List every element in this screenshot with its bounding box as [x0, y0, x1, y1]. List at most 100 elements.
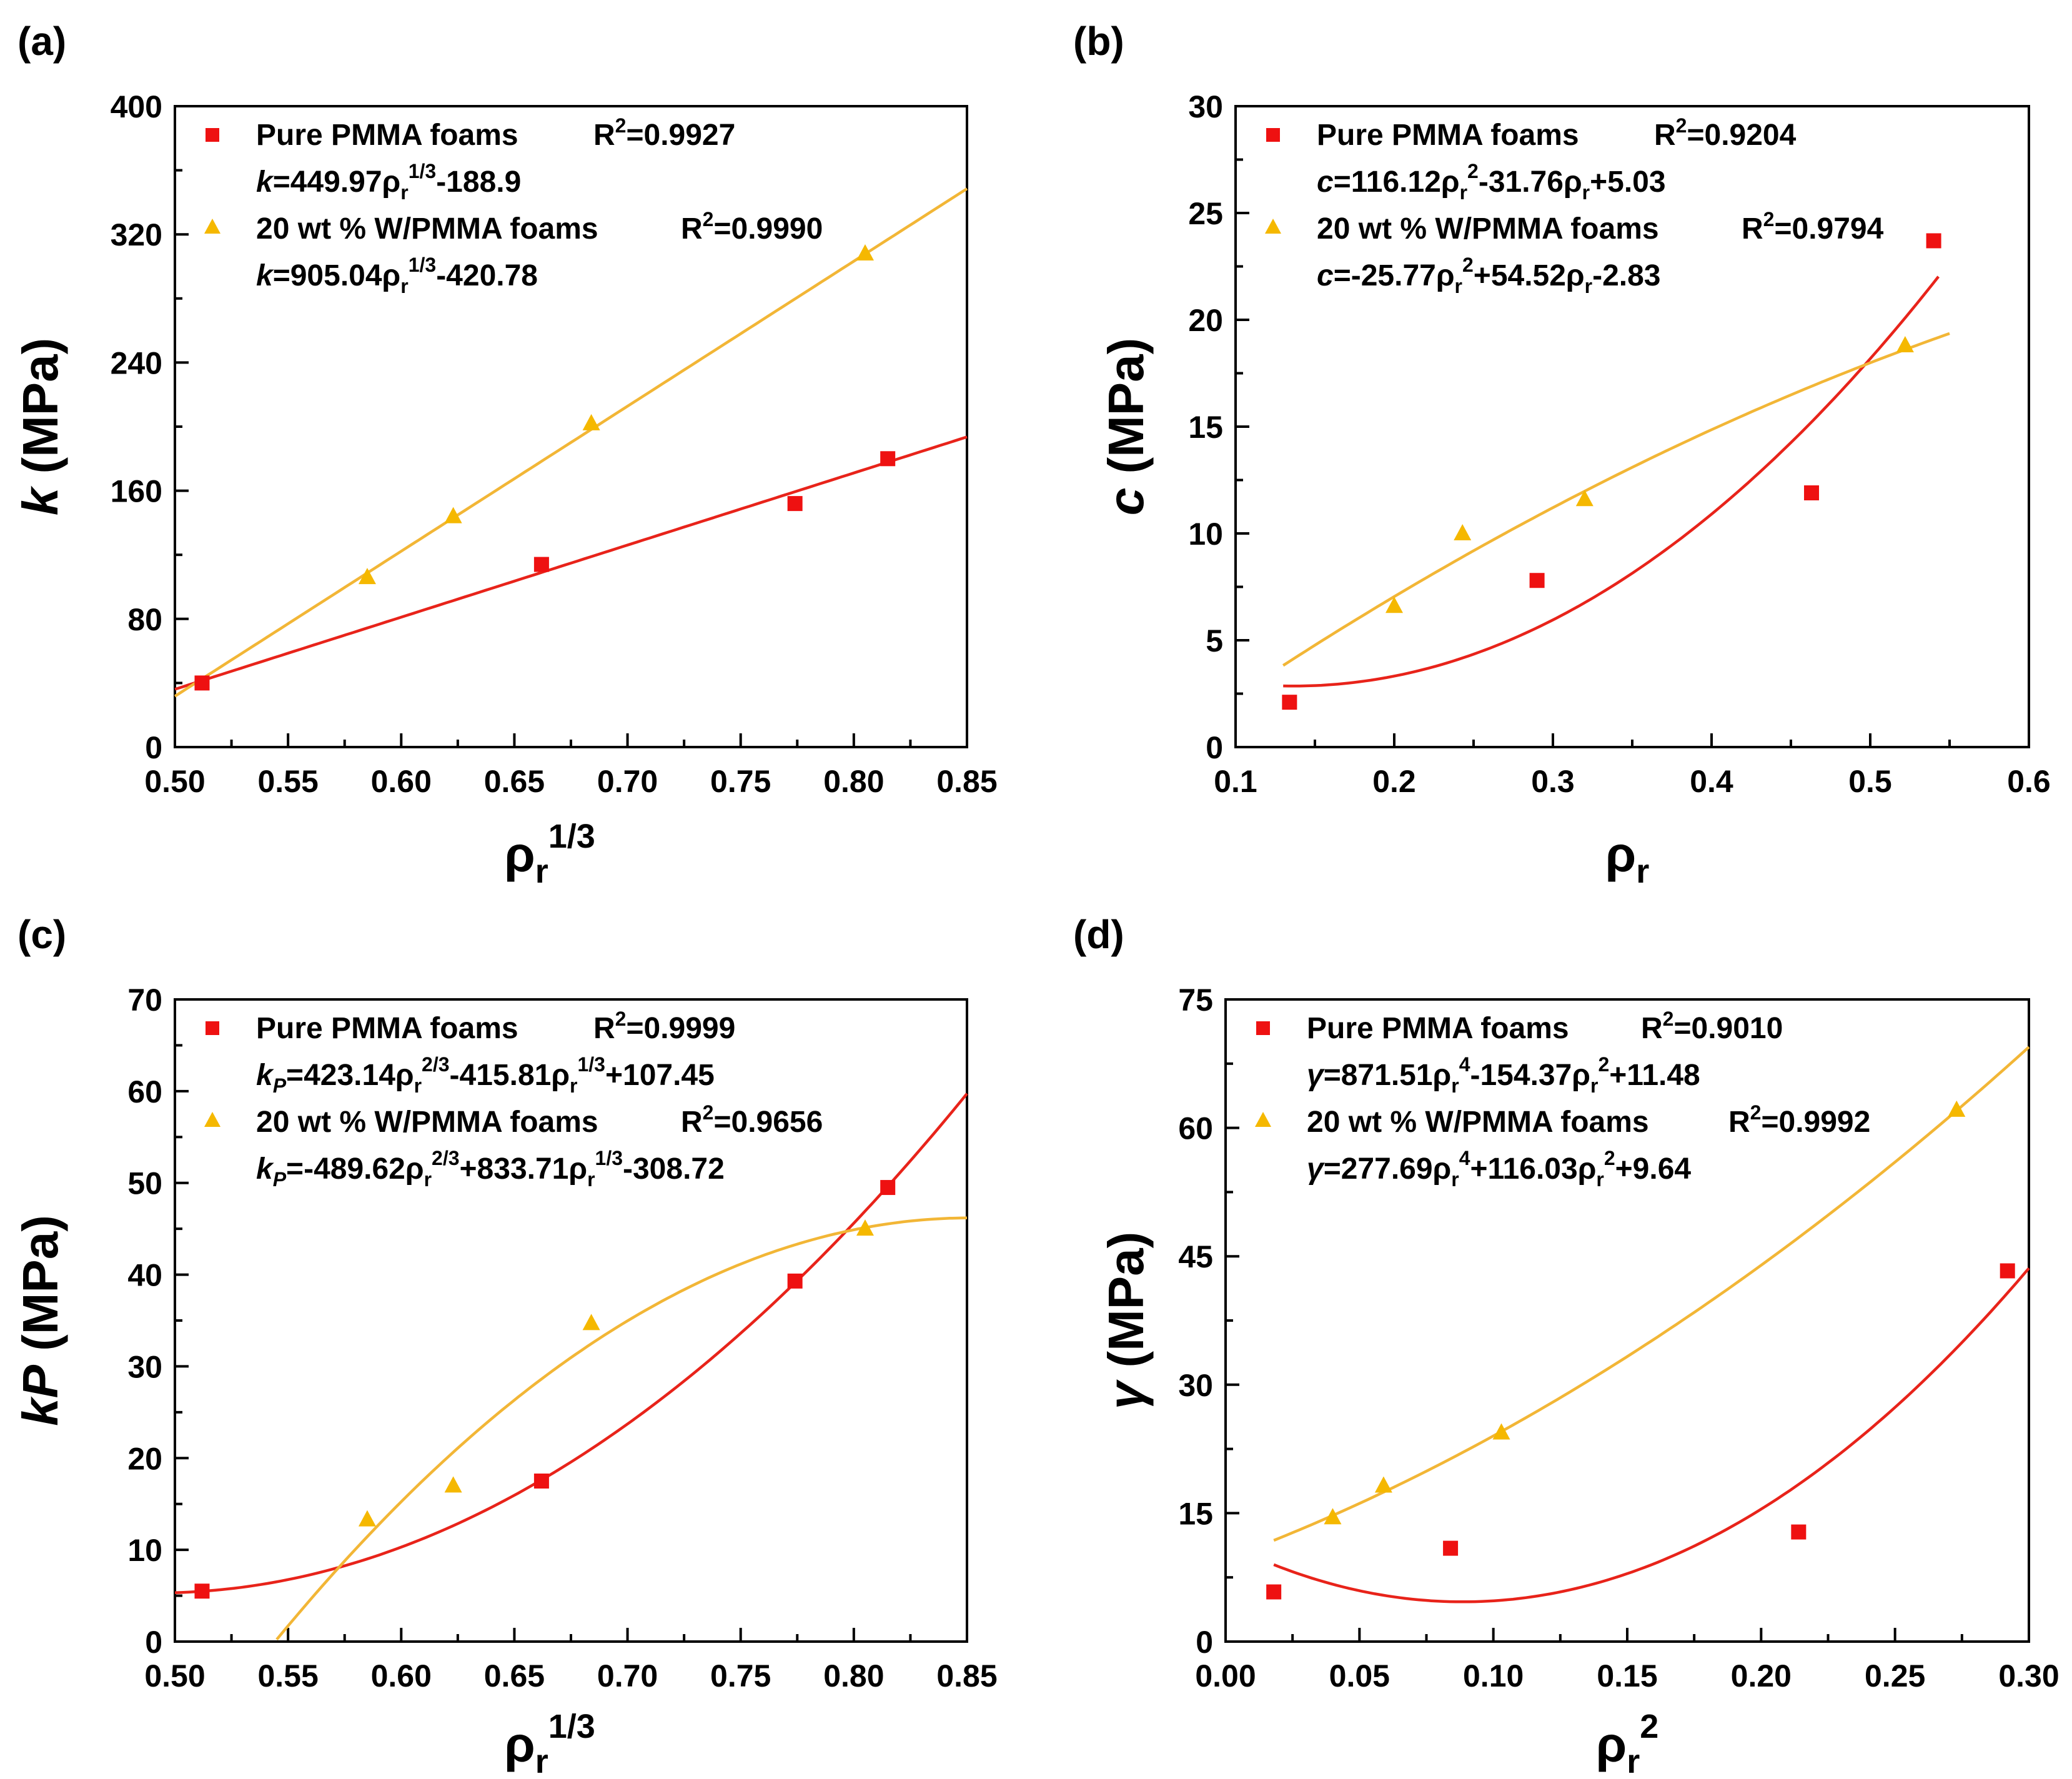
y-tick-label: 30	[1188, 89, 1223, 124]
w-data-point	[1385, 597, 1403, 613]
panel-c: (c) 0.50 0.55 0.60 0.65 0.70 0.75 0.80 0.85 0 10 20…	[12, 912, 998, 1779]
pure-data-point	[1529, 573, 1545, 588]
y-tick-label: 400	[111, 89, 162, 124]
panel-d: (d) 0.00 0.05 0.10 0.15 0.20 0.25 0.30 0 15 30 45 60…	[1073, 912, 2060, 1779]
y-tick-label: 10	[1188, 517, 1223, 552]
pure-data-point	[1266, 1584, 1282, 1600]
y-tick-label: 20	[1188, 303, 1223, 338]
y-tick-label: 50	[127, 1166, 162, 1201]
legend-marker-w	[204, 219, 221, 234]
y-tick-label: 45	[1178, 1239, 1213, 1274]
y-tick-label: 10	[127, 1533, 162, 1568]
x-tick-label: 0.20	[1731, 1658, 1792, 1693]
x-tick-label: 0.75	[710, 1658, 771, 1693]
y-tick-label: 75	[1178, 983, 1213, 1018]
legend-marker-w	[204, 1112, 221, 1127]
w-data-point	[444, 507, 462, 523]
y-tick-label: 0	[145, 1625, 162, 1660]
legend-formula: kP=-489.62ρr2/3+833.71ρr1/3-308.72	[256, 1147, 725, 1191]
w-fit-curve	[275, 1216, 968, 1641]
legend-r2: R2=0.9010	[1641, 1008, 1783, 1045]
pure-fit-curve	[1283, 275, 1940, 688]
x-tick-label: 0.80	[823, 764, 884, 799]
y-tick-label: 0	[145, 730, 162, 765]
panel-label: (d)	[1073, 912, 1124, 957]
y-tick-label: 160	[111, 474, 162, 509]
legend-r2: R2=0.9927	[593, 114, 735, 152]
x-tick-label: 0.60	[371, 764, 432, 799]
legend-r2: R2=0.9794	[1742, 208, 1884, 245]
pure-data-point	[1282, 695, 1297, 710]
legend-marker-pure	[206, 1021, 219, 1035]
x-tick-label: 0.70	[597, 764, 658, 799]
legend-series-name: Pure PMMA foams	[1307, 1012, 1569, 1045]
y-tick-label: 60	[1178, 1111, 1213, 1146]
panel-label: (c)	[17, 912, 66, 957]
x-tick-label: 0.3	[1531, 764, 1575, 799]
w-data-point	[358, 568, 376, 585]
w-data-point	[856, 244, 874, 260]
x-tick-label: 0.6	[2007, 764, 2051, 799]
y-tick-label: 15	[1188, 410, 1223, 445]
w-fit-curve	[174, 187, 968, 698]
legend-r2: R2=0.9204	[1654, 114, 1797, 152]
pure-data-point	[787, 496, 803, 512]
pure-data-point	[1791, 1524, 1807, 1540]
x-tick-label: 0.65	[484, 1658, 545, 1693]
pure-data-point	[533, 557, 549, 572]
legend-formula: k=905.04ρr1/3-420.78	[256, 254, 538, 297]
pure-fit-curve	[1273, 1267, 2030, 1603]
legend-series-name: Pure PMMA foams	[256, 119, 518, 152]
x-axis-title: ρr2	[1596, 1708, 1659, 1779]
pure-data-point	[880, 451, 896, 467]
legend-formula: γ=871.51ρr4-154.37ρr2+11.48	[1307, 1053, 1700, 1097]
pure-data-point	[1926, 233, 1941, 249]
x-tick-label: 0.4	[1690, 764, 1733, 799]
w-data-point	[582, 1314, 600, 1331]
plot-frame	[1234, 105, 2030, 748]
y-axis-title: γ (MPa)	[1098, 1232, 1154, 1410]
legend-marker-pure	[1256, 1021, 1270, 1035]
x-tick-label: 0.50	[144, 764, 205, 799]
x-tick-label: 0.05	[1329, 1658, 1390, 1693]
y-tick-label: 15	[1178, 1496, 1213, 1531]
y-tick-label: 5	[1206, 623, 1223, 658]
x-tick-label: 0.60	[371, 1658, 432, 1693]
plot-frame	[1224, 998, 2030, 1643]
x-tick-label: 0.85	[936, 1658, 997, 1693]
legend-series-name: 20 wt % W/PMMA foams	[256, 212, 598, 245]
y-tick-label: 240	[111, 345, 162, 380]
pure-data-point	[787, 1273, 803, 1289]
y-tick-label: 40	[127, 1258, 162, 1293]
x-tick-label: 0.55	[257, 764, 318, 799]
x-axis-title: ρr1/3	[504, 818, 595, 890]
x-tick-label: 0.70	[597, 1658, 658, 1693]
legend-formula: c=116.12ρr2-31.76ρr+5.03	[1317, 160, 1666, 204]
y-tick-label: 320	[111, 217, 162, 252]
legend-formula: c=-25.77ρr2+54.52ρr-2.83	[1317, 254, 1660, 297]
x-tick-label: 0.10	[1463, 1658, 1524, 1693]
legend-marker-w	[1255, 1112, 1271, 1127]
x-axis-title: ρr	[1605, 826, 1650, 890]
w-fit-curve	[1273, 1046, 2030, 1542]
x-tick-label: 0.30	[1998, 1658, 2059, 1693]
w-data-point	[1575, 490, 1594, 507]
legend-formula: kP=423.14ρr2/3-415.81ρr1/3+107.45	[256, 1053, 715, 1097]
legend-r2: R2=0.9992	[1728, 1101, 1870, 1139]
x-tick-label: 0.5	[1848, 764, 1892, 799]
w-data-point	[1374, 1476, 1392, 1493]
w-data-point	[1896, 336, 1914, 353]
legend-marker-pure	[206, 128, 219, 142]
w-data-point	[1948, 1100, 1966, 1117]
y-tick-label: 20	[127, 1441, 162, 1476]
x-tick-label: 0.75	[710, 764, 771, 799]
x-tick-label: 0.00	[1195, 1658, 1256, 1693]
legend-r2: R2=0.9990	[681, 208, 823, 245]
w-data-point	[1492, 1423, 1510, 1440]
y-tick-label: 0	[1206, 730, 1223, 765]
legend-formula: γ=277.69ρr4+116.03ρr2+9.64	[1307, 1147, 1691, 1191]
x-tick-label: 0.85	[936, 764, 997, 799]
y-axis-title: k (MPa)	[12, 338, 68, 516]
pure-fit-curve	[174, 1093, 968, 1594]
legend-r2: R2=0.9999	[593, 1008, 735, 1045]
